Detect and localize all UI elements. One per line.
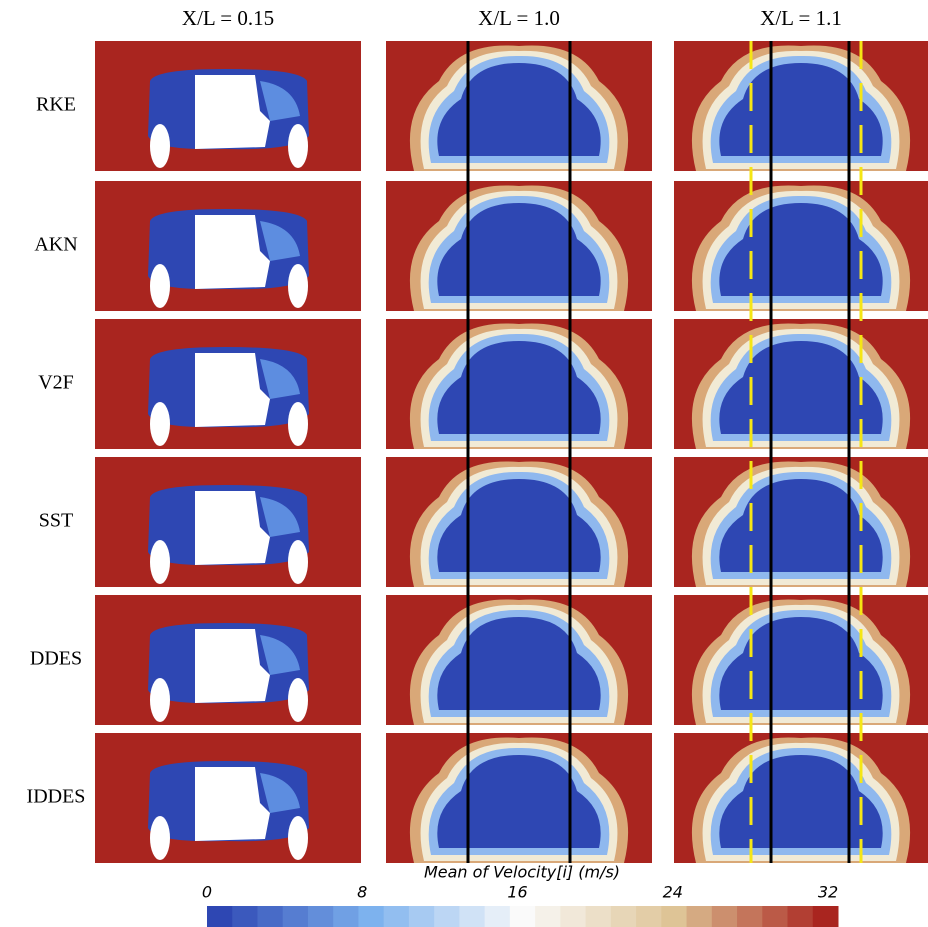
colorbar-swatch <box>560 906 586 927</box>
contour-panel <box>386 457 652 587</box>
contour-panel <box>674 319 928 449</box>
row-label: AKN <box>34 234 77 256</box>
colorbar-swatch <box>611 906 637 927</box>
colorbar-swatch <box>459 906 485 927</box>
wheel <box>288 816 308 860</box>
colorbar-swatch <box>510 906 536 927</box>
colorbar-swatch <box>762 906 788 927</box>
colorbar-tick-label: 32 <box>818 883 838 902</box>
row-label: V2F <box>38 372 74 394</box>
contour-panel <box>674 457 928 587</box>
colorbar-swatch <box>384 906 410 927</box>
colorbar-swatch <box>712 906 738 927</box>
contour-panel <box>386 181 652 311</box>
row-label: DDES <box>30 648 82 670</box>
contour-panel <box>674 733 928 863</box>
colorbar-swatch <box>358 906 384 927</box>
colorbar-swatch <box>485 906 511 927</box>
wheel <box>150 402 170 446</box>
contour-panel <box>674 41 928 171</box>
wheel <box>288 264 308 308</box>
wheel <box>288 124 308 168</box>
colorbar-swatch <box>687 906 713 927</box>
contour-panel <box>95 733 361 863</box>
colorbar-swatch <box>257 906 283 927</box>
colorbar-swatch <box>207 906 233 927</box>
figure: Mean of Velocity[i] (m/s) X/L = 0.15 X/L … <box>0 0 928 927</box>
colorbar-swatch <box>586 906 612 927</box>
colorbar-tick-label: 24 <box>663 883 683 902</box>
wheel <box>288 678 308 722</box>
contour-panel <box>95 181 361 311</box>
row-label: RKE <box>36 94 76 116</box>
colorbar-swatch <box>434 906 460 927</box>
contour-panel <box>386 595 652 725</box>
colorbar-swatch <box>737 906 763 927</box>
column-header: X/L = 0.15 <box>182 6 274 30</box>
contour-panel <box>386 733 652 863</box>
column-header: X/L = 1.1 <box>760 6 842 30</box>
colorbar-swatch <box>308 906 334 927</box>
colorbar-swatch <box>283 906 309 927</box>
colorbar-swatch <box>535 906 561 927</box>
contour-panel <box>95 595 361 725</box>
colorbar-tick-label: 8 <box>357 883 367 902</box>
colorbar-swatch <box>636 906 662 927</box>
colorbar-swatch <box>788 906 814 927</box>
colorbar-tick-label: 16 <box>507 883 527 902</box>
row-label: IDDES <box>27 786 86 808</box>
contour-panel <box>95 457 361 587</box>
wheel <box>150 264 170 308</box>
wheel <box>150 124 170 168</box>
colorbar-swatch <box>232 906 258 927</box>
contour-panel <box>95 41 361 171</box>
contour-panel <box>95 319 361 449</box>
contour-panel <box>386 319 652 449</box>
row-label: SST <box>39 510 73 532</box>
colorbar-swatch <box>661 906 687 927</box>
contour-panel <box>674 595 928 725</box>
colorbar-swatch <box>333 906 359 927</box>
wheel <box>150 540 170 584</box>
contour-panel <box>674 181 928 311</box>
colorbar-swatch <box>813 906 839 927</box>
colorbar-swatch <box>409 906 435 927</box>
colorbar-title: Mean of Velocity[i] (m/s) <box>424 863 620 882</box>
wheel <box>288 402 308 446</box>
colorbar-tick-label: 0 <box>202 883 212 902</box>
wheel <box>150 678 170 722</box>
contour-panel <box>386 41 652 171</box>
column-header: X/L = 1.0 <box>478 6 560 30</box>
wheel <box>288 540 308 584</box>
wheel <box>150 816 170 860</box>
